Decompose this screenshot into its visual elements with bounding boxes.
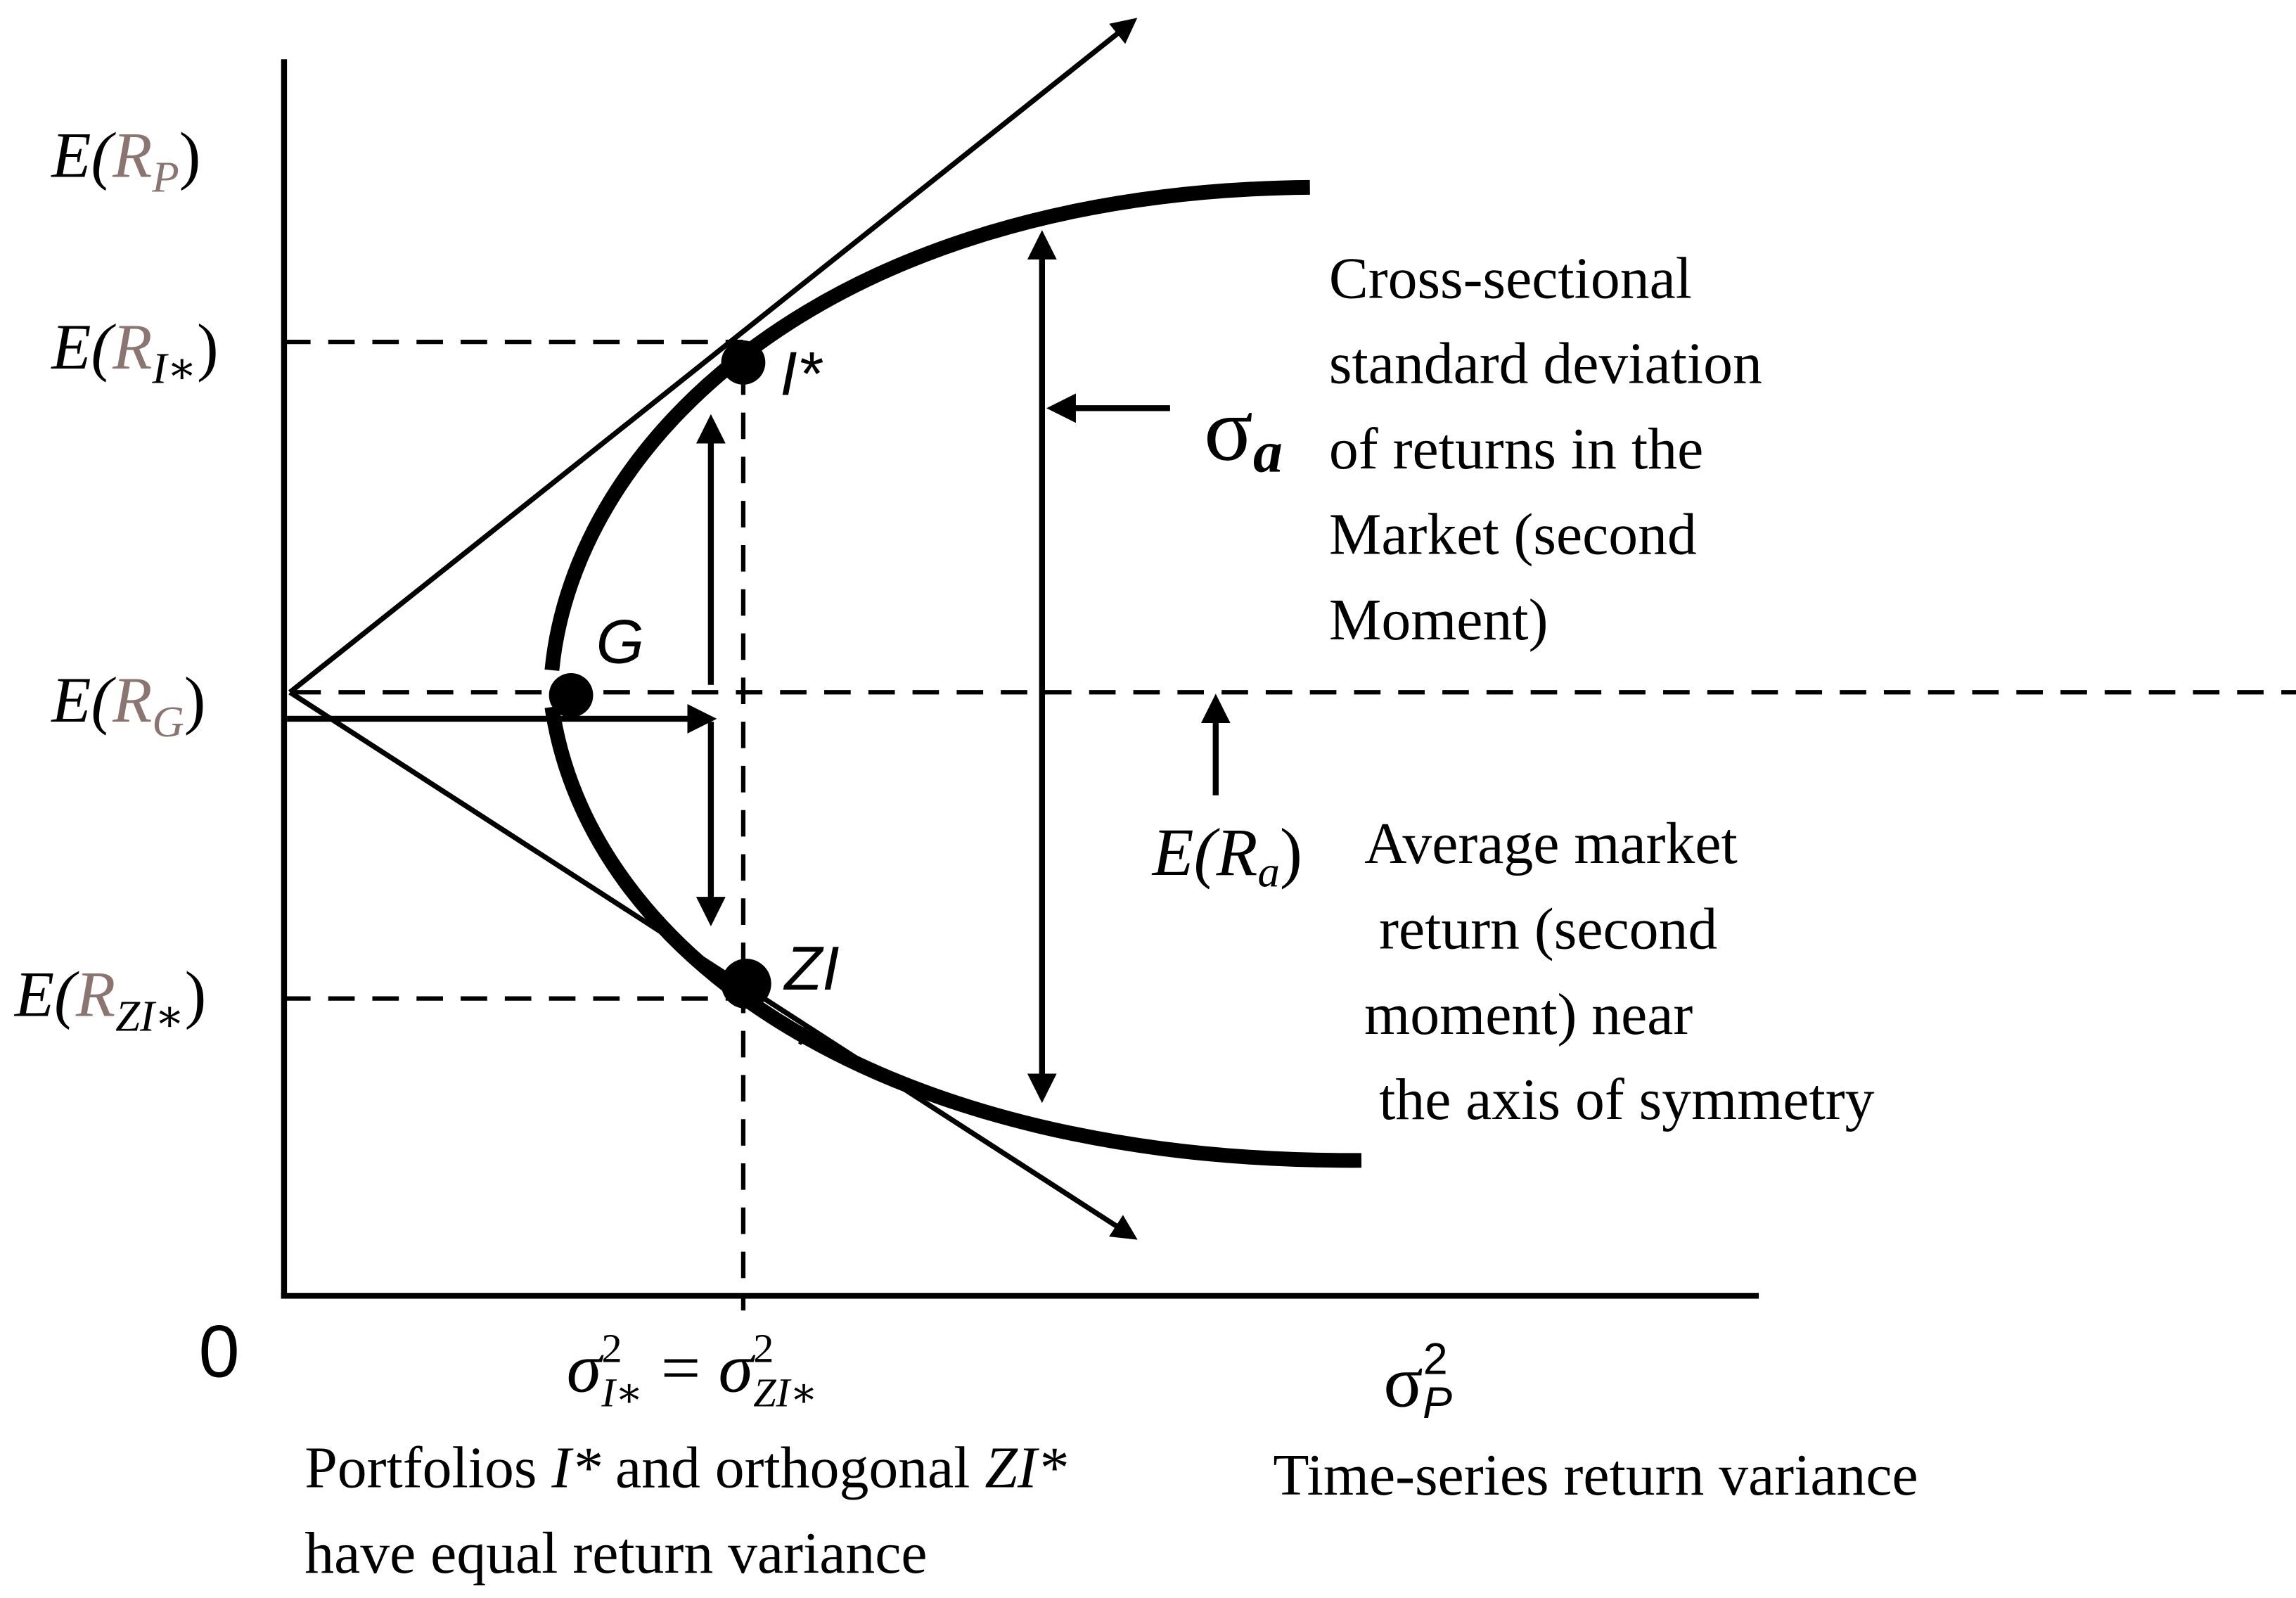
text: E( [1151, 814, 1220, 890]
text: ) [1280, 814, 1302, 890]
text: I* [551, 1435, 601, 1500]
point-label: I* [780, 338, 823, 408]
tangent-upper [288, 18, 1138, 695]
caption-left-2: have equal return variance [304, 1521, 927, 1586]
text: E( [13, 959, 79, 1030]
text: R [112, 664, 152, 736]
sigma-a: σa [1204, 379, 1283, 485]
note-line: Market (second [1329, 502, 1697, 568]
text: R [1216, 814, 1258, 890]
origin-label: 0 [199, 1310, 240, 1393]
point-label: * [795, 1016, 815, 1075]
frontier-lower [544, 705, 1362, 1168]
text: Portfolios [304, 1435, 551, 1500]
text: 2 [753, 1326, 774, 1372]
text: E( [50, 311, 116, 383]
text: E( [50, 120, 116, 191]
text: ) [179, 120, 201, 191]
text: P [151, 153, 179, 202]
label-rg: E(RG) [50, 664, 205, 746]
caption-left: Portfolios I* and orthogonal ZI* [304, 1435, 1067, 1500]
text: R [75, 959, 115, 1030]
text: P [1423, 1379, 1452, 1428]
text: G [152, 697, 184, 746]
text: R [112, 120, 152, 191]
note-line: standard deviation [1329, 331, 1762, 397]
point-i-star [721, 340, 766, 385]
note-line: return (second [1364, 896, 1717, 961]
text: R [112, 311, 152, 383]
point-g [549, 673, 594, 717]
note-line: Moment) [1329, 587, 1548, 653]
axes [281, 59, 1759, 1299]
note-line: the axis of symmetry [1364, 1067, 1874, 1132]
text: σ [567, 1328, 604, 1407]
text: I∗ [601, 1369, 643, 1415]
points [549, 340, 771, 1009]
text: ) [184, 664, 206, 736]
note-line: Cross-sectional [1329, 245, 1692, 311]
text: ZI* [985, 1435, 1066, 1500]
text: σ [1383, 1341, 1423, 1422]
text: = [643, 1328, 719, 1407]
frontier [544, 179, 1362, 1168]
x-label-equal: σ2 I∗ = σ2 ZI∗ [567, 1326, 818, 1416]
point-label: ZI [783, 933, 840, 1003]
text: and orthogonal [601, 1435, 985, 1500]
point-label: G [596, 606, 644, 676]
text: I∗ [151, 344, 197, 393]
label-ra: E(Ra) [1151, 814, 1302, 897]
frontier-upper [544, 179, 1310, 671]
arrows [287, 230, 1231, 1104]
text: ZI∗ [753, 1369, 818, 1415]
text: ZI∗ [115, 992, 184, 1041]
x-label-p: σ2 P [1383, 1334, 1452, 1428]
caption-right: Time-series return variance [1273, 1443, 1918, 1508]
point-zi [721, 959, 771, 1009]
text: ) [197, 311, 219, 383]
cross-sectional-note: Cross-sectional standard deviation of re… [1329, 245, 1762, 653]
text: a [1257, 848, 1279, 897]
text: σ [719, 1328, 756, 1407]
text: ) [185, 959, 207, 1030]
text: E( [50, 664, 116, 736]
average-note: Average market return (second moment) ne… [1364, 811, 1874, 1132]
text: 2 [601, 1326, 622, 1372]
text: σ [1204, 379, 1253, 480]
label-ri: E(RI∗) [50, 311, 218, 393]
note-line: moment) near [1364, 982, 1693, 1047]
note-line: of returns in the [1329, 416, 1703, 482]
label-rzi: E(RZI∗) [13, 959, 206, 1041]
text: a [1253, 419, 1283, 485]
text: 2 [1423, 1334, 1448, 1383]
note-line: Average market [1364, 811, 1738, 876]
guides [283, 339, 2296, 1311]
label-rp: E(RP) [50, 120, 200, 202]
